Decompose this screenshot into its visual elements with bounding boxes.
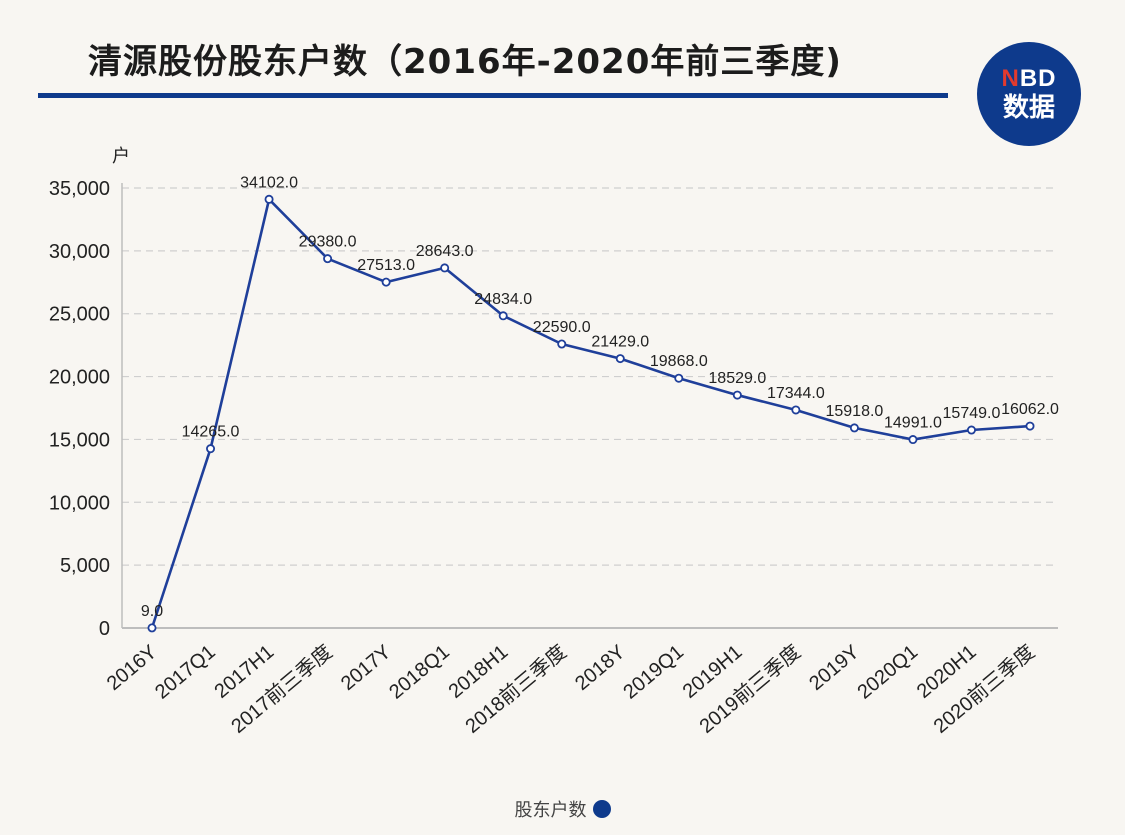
data-point xyxy=(791,405,801,415)
x-tick-label: 2018前三季度 xyxy=(461,640,571,738)
data-label: 14991.0 xyxy=(884,415,942,432)
data-point xyxy=(908,435,918,445)
data-point xyxy=(264,194,274,204)
legend[interactable]: 股东户数 xyxy=(0,796,1125,822)
data-point xyxy=(732,390,742,400)
y-tick-label: 25,000 xyxy=(49,304,110,326)
data-label: 17344.0 xyxy=(767,385,825,402)
y-tick-label: 0 xyxy=(99,618,110,640)
data-label: 19868.0 xyxy=(650,353,708,370)
data-label: 15918.0 xyxy=(825,403,883,420)
data-point xyxy=(849,423,859,433)
data-label: 18529.0 xyxy=(708,370,766,387)
data-label: 15749.0 xyxy=(943,405,1001,422)
data-point xyxy=(381,277,391,287)
data-point xyxy=(966,425,976,435)
legend-marker-icon xyxy=(592,800,611,818)
x-tick-label: 2019Q1 xyxy=(619,641,688,704)
x-tick-label: 2020Q1 xyxy=(853,641,922,704)
data-point xyxy=(440,263,450,273)
logo-subtitle: 数据 xyxy=(1002,92,1055,122)
nbd-logo: NBD 数据 xyxy=(977,42,1081,146)
legend-label: 股东户数 xyxy=(514,800,587,821)
data-label: 24834.0 xyxy=(474,291,532,308)
data-label: 28643.0 xyxy=(416,243,474,260)
data-label: 34102.0 xyxy=(240,174,298,191)
y-tick-label: 15,000 xyxy=(49,429,110,451)
x-tick-label: 2018Q1 xyxy=(385,641,454,704)
y-tick-label: 5,000 xyxy=(60,555,110,577)
data-point xyxy=(1025,421,1035,431)
data-label: 16062.0 xyxy=(1001,401,1059,418)
data-point xyxy=(557,339,567,349)
x-tick-label: 2019前三季度 xyxy=(695,640,805,738)
y-tick-label: 35,000 xyxy=(49,178,110,200)
y-tick-label: 30,000 xyxy=(49,241,110,263)
logo-brand: NBD xyxy=(1001,65,1057,92)
data-label: 14265.0 xyxy=(182,424,240,441)
series-line xyxy=(150,197,1031,629)
title-underline xyxy=(38,93,948,98)
data-label: 22590.0 xyxy=(533,319,591,336)
chart-title: 清源股份股东户数（2016年-2020年前三季度) xyxy=(88,42,842,82)
y-axis-label: 户 xyxy=(112,146,130,167)
x-tick-label: 2017前三季度 xyxy=(227,640,337,738)
y-tick-label: 10,000 xyxy=(49,492,110,514)
data-point xyxy=(615,354,625,364)
data-point xyxy=(323,254,333,264)
data-label: 29380.0 xyxy=(299,234,357,251)
x-tick-label: 2017Q1 xyxy=(151,641,220,704)
y-tick-label: 20,000 xyxy=(49,367,110,389)
data-point xyxy=(674,373,684,383)
data-label: 27513.0 xyxy=(357,257,415,274)
data-label: 9.0 xyxy=(141,603,163,620)
x-tick-label: 2020前三季度 xyxy=(929,640,1039,738)
data-label: 21429.0 xyxy=(591,334,649,351)
data-point xyxy=(498,311,508,321)
data-point xyxy=(147,623,157,633)
data-point xyxy=(206,444,216,454)
